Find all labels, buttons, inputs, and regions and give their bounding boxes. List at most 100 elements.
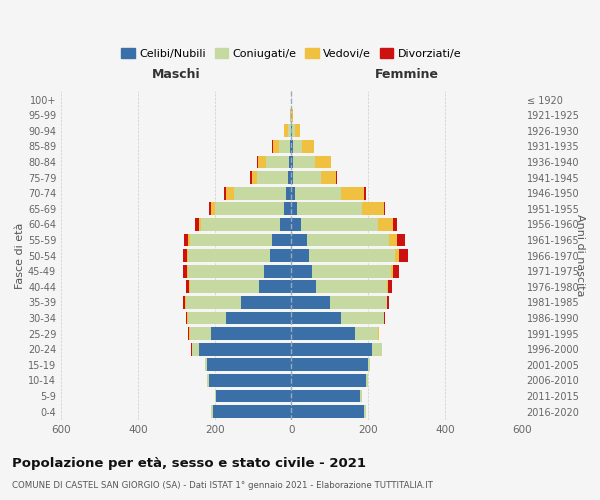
Bar — [217, 390, 292, 402]
Bar — [284, 124, 287, 137]
Bar — [292, 343, 372, 355]
Bar — [292, 140, 293, 153]
Bar — [321, 171, 336, 184]
Bar — [186, 296, 241, 309]
Bar — [284, 202, 292, 215]
Bar — [287, 124, 290, 137]
Bar — [292, 249, 308, 262]
Bar — [270, 249, 292, 262]
Bar — [292, 312, 341, 324]
Bar — [297, 202, 362, 215]
Bar — [241, 296, 292, 309]
Bar — [224, 187, 226, 200]
Bar — [366, 374, 368, 387]
Bar — [199, 218, 201, 231]
Bar — [258, 156, 266, 168]
Bar — [286, 187, 292, 200]
Bar — [368, 358, 370, 371]
Bar — [196, 218, 199, 231]
Bar — [315, 156, 331, 168]
Bar — [388, 296, 389, 309]
Legend: Celibi/Nubili, Coniugati/e, Vedovi/e, Divorziati/e: Celibi/Nubili, Coniugati/e, Vedovi/e, Di… — [117, 44, 466, 64]
Bar — [205, 358, 207, 371]
Bar — [189, 327, 190, 340]
Bar — [391, 265, 393, 278]
Bar — [259, 280, 292, 293]
Bar — [211, 405, 212, 418]
Bar — [364, 187, 366, 200]
Bar — [372, 343, 382, 355]
Bar — [188, 312, 226, 324]
Bar — [292, 109, 293, 122]
Y-axis label: Anni di nascita: Anni di nascita — [575, 214, 585, 297]
Text: Maschi: Maschi — [152, 68, 200, 81]
Bar — [292, 280, 316, 293]
Bar — [199, 343, 292, 355]
Bar — [187, 312, 188, 324]
Text: Femmine: Femmine — [374, 68, 439, 81]
Bar — [378, 327, 379, 340]
Bar — [393, 218, 397, 231]
Bar — [316, 280, 388, 293]
Bar — [293, 156, 315, 168]
Bar — [389, 234, 397, 246]
Bar — [211, 327, 292, 340]
Bar — [292, 202, 297, 215]
Bar — [288, 171, 292, 184]
Bar — [313, 265, 391, 278]
Bar — [292, 405, 364, 418]
Bar — [292, 296, 330, 309]
Bar — [290, 124, 292, 137]
Bar — [292, 187, 295, 200]
Bar — [293, 171, 321, 184]
Bar — [292, 265, 313, 278]
Bar — [292, 124, 295, 137]
Bar — [307, 234, 389, 246]
Bar — [234, 187, 286, 200]
Bar — [266, 156, 289, 168]
Bar — [293, 140, 302, 153]
Bar — [185, 296, 186, 309]
Bar — [397, 234, 404, 246]
Bar — [186, 312, 187, 324]
Bar — [250, 171, 252, 184]
Bar — [273, 140, 278, 153]
Bar — [211, 202, 215, 215]
Bar — [209, 374, 292, 387]
Y-axis label: Fasce di età: Fasce di età — [15, 222, 25, 289]
Text: COMUNE DI CASTEL SAN GIORGIO (SA) - Dati ISTAT 1° gennaio 2021 - Elaborazione TU: COMUNE DI CASTEL SAN GIORGIO (SA) - Dati… — [12, 481, 433, 490]
Bar — [183, 265, 187, 278]
Bar — [292, 358, 368, 371]
Bar — [292, 374, 366, 387]
Bar — [362, 202, 383, 215]
Bar — [386, 296, 388, 309]
Bar — [295, 187, 341, 200]
Bar — [188, 234, 190, 246]
Bar — [292, 218, 301, 231]
Bar — [378, 218, 393, 231]
Bar — [189, 280, 190, 293]
Bar — [187, 249, 188, 262]
Bar — [207, 358, 292, 371]
Bar — [257, 156, 258, 168]
Bar — [292, 171, 293, 184]
Bar — [383, 312, 384, 324]
Bar — [280, 218, 292, 231]
Bar — [383, 202, 385, 215]
Bar — [265, 265, 292, 278]
Bar — [292, 327, 355, 340]
Bar — [395, 249, 399, 262]
Bar — [209, 202, 211, 215]
Bar — [341, 187, 364, 200]
Bar — [188, 327, 189, 340]
Bar — [207, 374, 209, 387]
Bar — [190, 234, 272, 246]
Bar — [183, 296, 185, 309]
Bar — [226, 312, 292, 324]
Bar — [184, 234, 188, 246]
Bar — [215, 202, 284, 215]
Bar — [393, 265, 399, 278]
Bar — [186, 280, 189, 293]
Bar — [188, 265, 265, 278]
Bar — [295, 124, 300, 137]
